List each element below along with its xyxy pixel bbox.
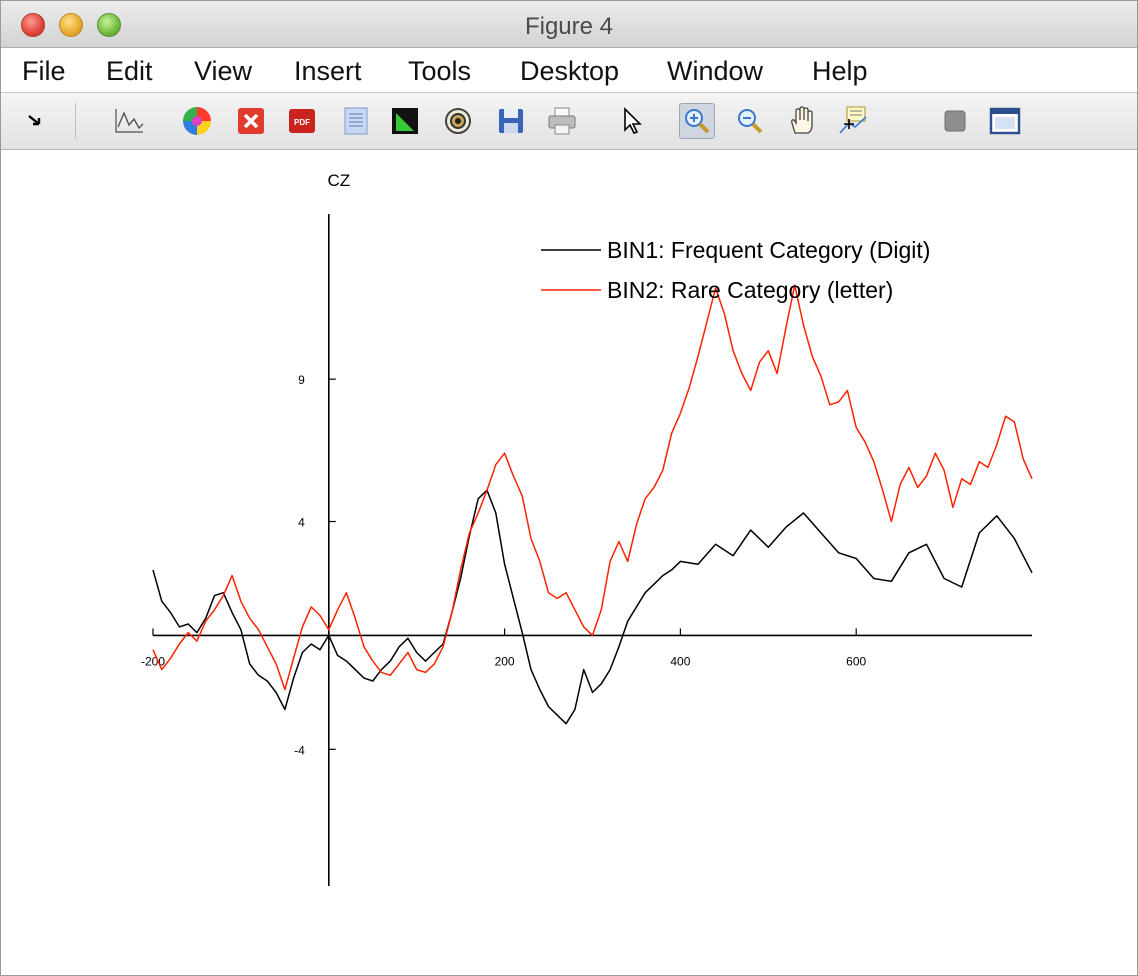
y-tick-label: -4 bbox=[294, 743, 305, 757]
close-figure-icon[interactable] bbox=[233, 103, 269, 139]
print-icon[interactable] bbox=[544, 103, 580, 139]
menu-insert[interactable]: Insert bbox=[294, 56, 362, 86]
target-icon[interactable] bbox=[440, 103, 476, 139]
plot-icon[interactable] bbox=[111, 103, 147, 139]
y-tick-label: 4 bbox=[298, 516, 305, 530]
zoom-in-icon[interactable] bbox=[679, 103, 715, 139]
svg-text:PDF: PDF bbox=[294, 118, 310, 127]
x-tick-label: 600 bbox=[846, 654, 866, 668]
menu-bar: File Edit View Insert Tools Desktop Wind… bbox=[1, 48, 1137, 93]
pointer-icon[interactable] bbox=[613, 103, 649, 139]
figure-canvas: -200 200 400 600 9 4 -4 CZ BIN1: Frequent Categ… bbox=[1, 150, 1137, 975]
data-cursor-icon[interactable] bbox=[835, 103, 871, 139]
menu-desktop[interactable]: Desktop bbox=[520, 56, 620, 86]
pdf-icon[interactable]: PDF bbox=[284, 103, 320, 139]
gray-square-icon[interactable] bbox=[937, 103, 973, 139]
menu-tools[interactable]: Tools bbox=[408, 56, 472, 86]
series-line-bin2 bbox=[152, 284, 1033, 691]
x-tick-label: 200 bbox=[495, 654, 515, 668]
y-tick-label: 9 bbox=[298, 373, 305, 387]
menu-edit[interactable]: Edit bbox=[106, 56, 153, 86]
minimize-window-button[interactable] bbox=[59, 13, 83, 37]
menu-help[interactable]: Help bbox=[812, 56, 868, 86]
x-tick-label: -200 bbox=[141, 654, 165, 668]
legend-label-bin2: BIN2: Rare Category (letter) bbox=[607, 277, 893, 303]
window-title: Figure 4 bbox=[524, 13, 614, 40]
close-window-button[interactable] bbox=[21, 13, 45, 37]
triangle-icon[interactable] bbox=[387, 103, 423, 139]
arrow-icon[interactable] bbox=[17, 103, 53, 139]
x-tick-label: 400 bbox=[670, 654, 690, 668]
title-bar[interactable]: Figure 4 bbox=[1, 1, 1137, 48]
menu-view[interactable]: View bbox=[194, 56, 253, 86]
save-icon[interactable] bbox=[493, 103, 529, 139]
menu-file[interactable]: File bbox=[22, 56, 66, 86]
menu-window[interactable]: Window bbox=[667, 56, 764, 86]
document-icon[interactable] bbox=[338, 103, 374, 139]
legend-label-bin1: BIN1: Frequent Category (Digit) bbox=[607, 237, 930, 263]
chart-title: CZ bbox=[327, 171, 350, 190]
series-line-bin1 bbox=[152, 489, 1033, 725]
toolbar: PDF bbox=[1, 93, 1137, 150]
erp-chart[interactable]: -200 200 400 600 9 4 -4 CZ BIN1: Frequent Categ… bbox=[1, 150, 1137, 975]
colorwheel-icon[interactable] bbox=[179, 103, 215, 139]
zoom-window-button[interactable] bbox=[97, 13, 121, 37]
zoom-out-icon[interactable] bbox=[732, 103, 768, 139]
pan-icon[interactable] bbox=[784, 103, 820, 139]
window-icon[interactable] bbox=[987, 103, 1023, 139]
